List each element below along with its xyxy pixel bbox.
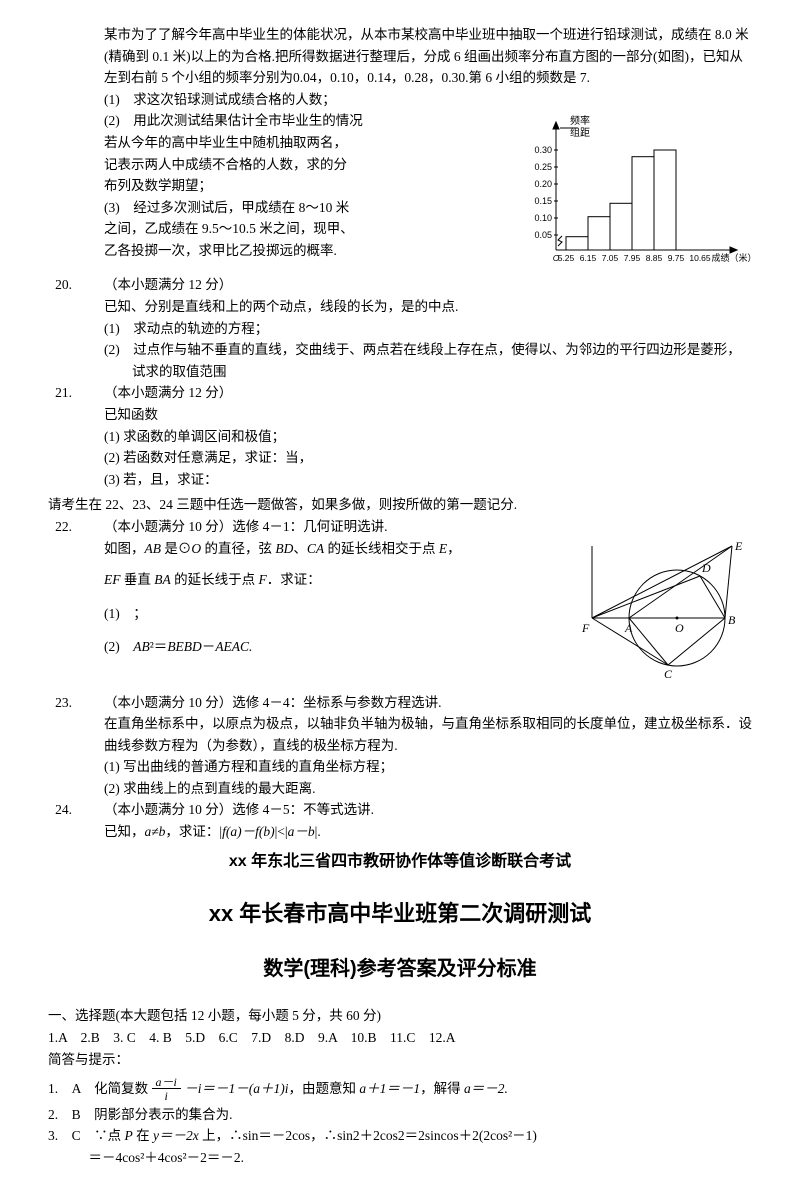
q20-num: 20. bbox=[48, 274, 72, 296]
q21-p3: (3) 若，且，求证： bbox=[104, 469, 752, 491]
svg-text:C: C bbox=[664, 667, 673, 681]
q23-p1: (1) 写出曲线的普通方程和直线的直角坐标方程； bbox=[104, 756, 752, 778]
svg-text:D: D bbox=[701, 561, 711, 575]
title-1: xx 年东北三省四市教研协作体等值诊断联合考试 bbox=[48, 849, 752, 875]
svg-text:9.75: 9.75 bbox=[668, 253, 685, 263]
svg-text:5.25: 5.25 bbox=[558, 253, 575, 263]
q21-p2: (2) 若函数对任意满足，求证：当， bbox=[104, 447, 752, 469]
q21-p1: (1) 求函数的单调区间和极值； bbox=[104, 426, 752, 448]
svg-text:频率: 频率 bbox=[570, 114, 590, 127]
svg-text:7.05: 7.05 bbox=[602, 253, 619, 263]
svg-text:O: O bbox=[675, 621, 684, 635]
ans-1: 1. A 化简复数 a－ii －i＝－1－(a＋1)i，由题意知 a＋1＝－1，… bbox=[48, 1076, 752, 1103]
svg-text:B: B bbox=[728, 613, 736, 627]
svg-text:0.30: 0.30 bbox=[534, 145, 552, 155]
svg-text:成绩（米）: 成绩（米） bbox=[711, 252, 752, 263]
q23-head: （本小题满分 10 分）选修 4－4：坐标系与参数方程选讲. bbox=[104, 695, 442, 710]
svg-text:7.95: 7.95 bbox=[624, 253, 641, 263]
q23-l1: 在直角坐标系中，以原点为极点，以轴非负半轴为极轴，与直角坐标系取相同的长度单位，… bbox=[104, 713, 752, 756]
svg-text:0.20: 0.20 bbox=[534, 179, 552, 189]
select-instruction: 请考生在 22、23、24 三题中任选一题做答，如果多做，则按所做的第一题记分. bbox=[48, 494, 752, 516]
q24-num: 24. bbox=[48, 799, 72, 821]
q20-p1: (1) 求动点的轨迹的方程； bbox=[104, 318, 752, 340]
q23-p2: (2) 求曲线上的点到直线的最大距离. bbox=[104, 778, 752, 800]
q20-head: （本小题满分 12 分） bbox=[104, 277, 232, 292]
svg-text:0.25: 0.25 bbox=[534, 162, 552, 172]
ans-row: 1.A 2.B 3. C 4. B 5.D 6.C 7.D 8.D 9.A 10… bbox=[48, 1027, 752, 1049]
svg-text:F: F bbox=[581, 621, 590, 635]
q19-p1: (1) 求这次铅球测试成绩合格的人数； bbox=[104, 89, 752, 111]
ans-section: 一、选择题(本大题包括 12 小题，每小题 5 分，共 60 分) bbox=[48, 1005, 752, 1027]
svg-text:0.10: 0.10 bbox=[534, 213, 552, 223]
q21-head: （本小题满分 12 分） bbox=[104, 385, 232, 400]
q24-head: （本小题满分 10 分）选修 4－5：不等式选讲. bbox=[104, 802, 374, 817]
q21-num: 21. bbox=[48, 382, 72, 404]
q22-num: 22. bbox=[48, 516, 72, 538]
ans-hint: 简答与提示： bbox=[48, 1049, 752, 1071]
title-3: 数学(理科)参考答案及评分标准 bbox=[48, 953, 752, 985]
svg-text:6.15: 6.15 bbox=[580, 253, 597, 263]
title-2: xx 年长春市高中毕业班第二次调研测试 bbox=[48, 896, 752, 931]
q22-head: （本小题满分 10 分）选修 4－1：几何证明选讲. bbox=[104, 519, 388, 534]
svg-text:10.65: 10.65 bbox=[689, 253, 711, 263]
q20-p2: (2) 过点作与轴不垂直的直线，交曲线于、两点若在线段上存在点，使得以、为邻边的… bbox=[104, 339, 752, 382]
ans-3b: ＝－4cos²＋4cos²－2＝－2. bbox=[48, 1147, 752, 1169]
svg-text:8.85: 8.85 bbox=[646, 253, 663, 263]
q20-l1: 已知、分别是直线和上的两个动点，线段的长为，是的中点. bbox=[104, 296, 752, 318]
q21-l1: 已知函数 bbox=[104, 404, 752, 426]
q23-num: 23. bbox=[48, 692, 72, 714]
ans-2: 2. B 阴影部分表示的集合为. bbox=[48, 1104, 752, 1126]
svg-text:E: E bbox=[734, 539, 743, 553]
circle-figure: E D B O A F C bbox=[572, 538, 752, 688]
q24-l1: 已知，a≠b，求证：|f(a)－f(b)|<|a－b|. bbox=[104, 821, 752, 843]
q19-intro: 某市为了了解今年高中毕业生的体能状况，从本市某校高中毕业班中抽取一个班进行铅球测… bbox=[48, 24, 752, 89]
svg-text:0.15: 0.15 bbox=[534, 196, 552, 206]
histogram-figure: 0.30 0.25 0.20 0.15 0.10 0.05 O 5.25 6.1… bbox=[522, 110, 752, 270]
svg-text:0.05: 0.05 bbox=[534, 230, 552, 240]
ans-3a: 3. C ∵点 P 在 y＝－2x 上，∴sin＝－2cos，∴sin2＋2co… bbox=[48, 1125, 752, 1147]
svg-text:A: A bbox=[624, 621, 633, 635]
